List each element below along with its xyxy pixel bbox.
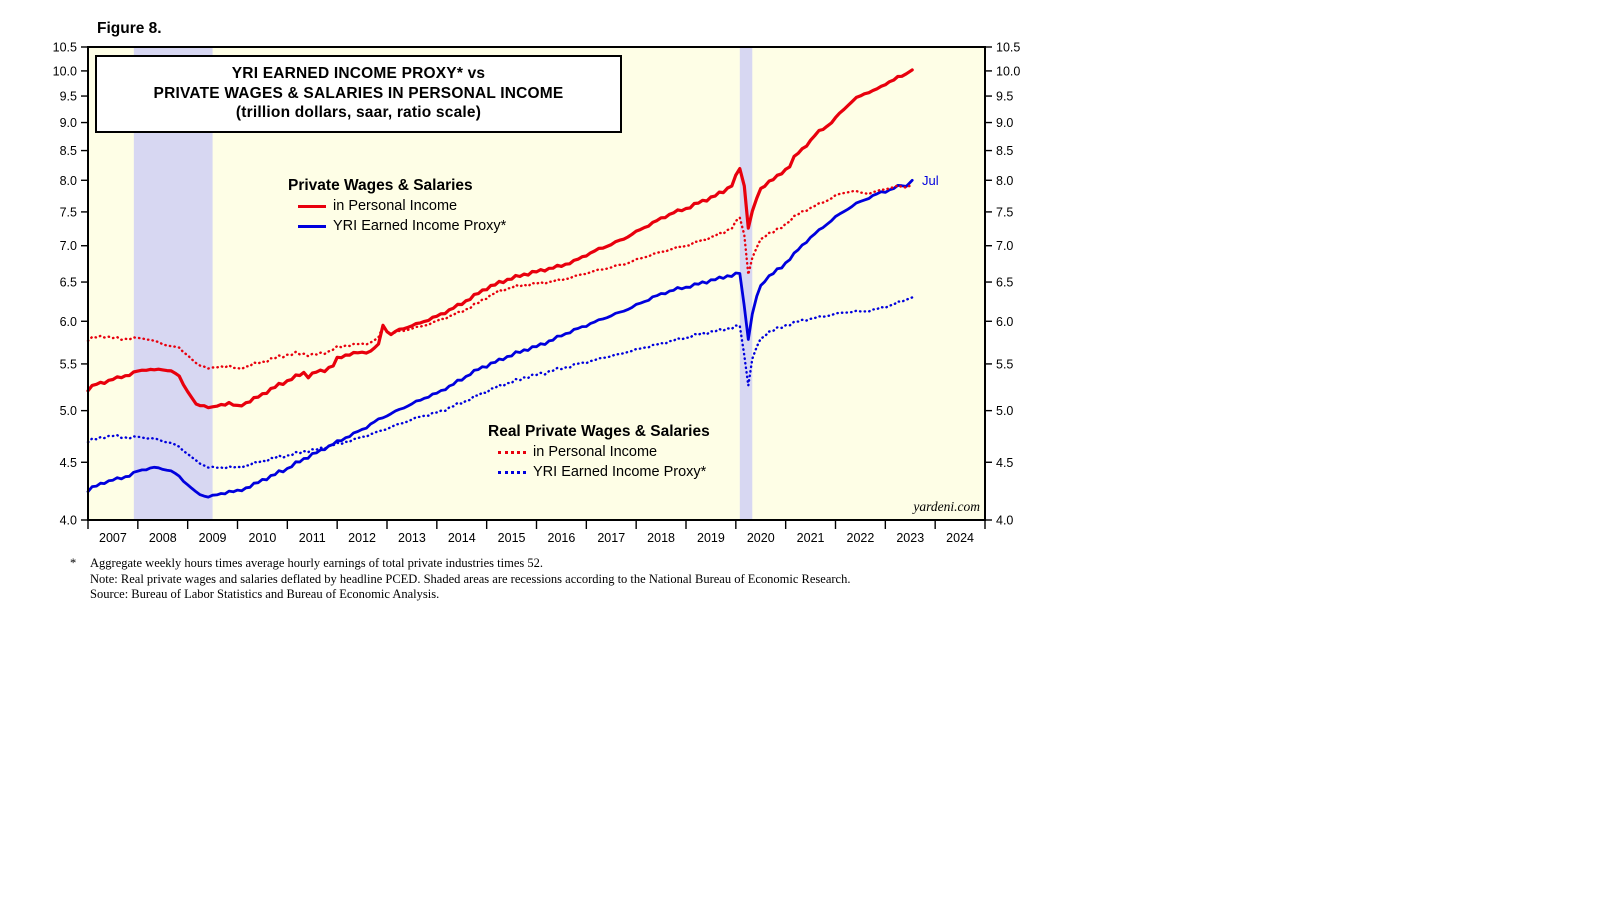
svg-text:10.0: 10.0 (53, 64, 77, 78)
svg-text:6.5: 6.5 (996, 276, 1013, 290)
svg-text:7.0: 7.0 (996, 239, 1013, 253)
svg-text:6.0: 6.0 (996, 315, 1013, 329)
footnote-text: Aggregate weekly hours times average hou… (90, 556, 543, 570)
svg-text:2019: 2019 (697, 531, 725, 545)
svg-text:4.0: 4.0 (60, 514, 77, 528)
legend-nominal: Private Wages & Salaries in Personal Inc… (288, 176, 506, 237)
svg-text:2013: 2013 (398, 531, 426, 545)
red-dotted-line-marker (498, 451, 526, 454)
svg-text:2009: 2009 (199, 531, 227, 545)
svg-text:4.0: 4.0 (996, 514, 1013, 528)
legend-item-label: YRI Earned Income Proxy* (533, 464, 707, 480)
footnote-text: Note: Real private wages and salaries de… (90, 571, 851, 586)
svg-text:2016: 2016 (548, 531, 576, 545)
svg-text:2008: 2008 (149, 531, 177, 545)
svg-text:6.5: 6.5 (60, 276, 77, 290)
legend-item-nominal-personal-income: in Personal Income (298, 197, 506, 216)
svg-text:6.0: 6.0 (60, 315, 77, 329)
svg-text:8.5: 8.5 (996, 144, 1013, 158)
svg-text:2014: 2014 (448, 531, 476, 545)
svg-text:2022: 2022 (847, 531, 875, 545)
footnote-text: Source: Bureau of Labor Statistics and B… (90, 587, 440, 601)
svg-text:8.0: 8.0 (996, 174, 1013, 188)
legend-item-real-personal-income: in Personal Income (498, 443, 710, 462)
footnotes: * Aggregate weekly hours times average h… (70, 556, 850, 603)
watermark: yardeni.com (913, 499, 980, 514)
legend-item-real-yri-proxy: YRI Earned Income Proxy* (498, 463, 710, 482)
footnote-line: Source: Bureau of Labor Statistics and B… (70, 587, 850, 603)
legend-item-label: YRI Earned Income Proxy* (333, 218, 507, 234)
legend-real: Real Private Wages & Salaries in Persona… (488, 422, 710, 483)
svg-text:5.0: 5.0 (60, 404, 77, 418)
svg-text:9.5: 9.5 (996, 90, 1013, 104)
legend-real-heading: Real Private Wages & Salaries (488, 423, 710, 440)
svg-text:2023: 2023 (896, 531, 924, 545)
chart-subtitle: (trillion dollars, saar, ratio scale) (235, 104, 482, 121)
svg-text:7.5: 7.5 (60, 205, 77, 219)
figure-label: Figure 8. (97, 20, 162, 37)
svg-text:2010: 2010 (249, 531, 277, 545)
svg-text:7.5: 7.5 (996, 205, 1013, 219)
svg-text:9.5: 9.5 (60, 90, 77, 104)
svg-text:2024: 2024 (946, 531, 974, 545)
svg-text:9.0: 9.0 (996, 116, 1013, 130)
footnote-line: * Aggregate weekly hours times average h… (70, 556, 850, 572)
svg-text:2007: 2007 (99, 531, 127, 545)
svg-text:5.5: 5.5 (60, 357, 77, 371)
svg-text:10.5: 10.5 (996, 41, 1020, 55)
footnote-asterisk: * (70, 556, 77, 570)
title-box: YRI EARNED INCOME PROXY* vs PRIVATE WAGE… (95, 55, 622, 133)
svg-text:2017: 2017 (597, 531, 625, 545)
series-end-label: Jul (922, 173, 939, 188)
chart-title-line2: PRIVATE WAGES & SALARIES IN PERSONAL INC… (153, 84, 564, 102)
svg-text:2012: 2012 (348, 531, 376, 545)
footnote-line: Note: Real private wages and salaries de… (70, 572, 850, 588)
svg-text:2018: 2018 (647, 531, 675, 545)
svg-text:4.5: 4.5 (60, 456, 77, 470)
svg-text:10.0: 10.0 (996, 64, 1020, 78)
svg-text:5.5: 5.5 (996, 357, 1013, 371)
legend-nominal-heading: Private Wages & Salaries (288, 177, 473, 194)
legend-item-label: in Personal Income (333, 198, 458, 214)
svg-text:8.0: 8.0 (60, 174, 77, 188)
legend-item-nominal-yri-proxy: YRI Earned Income Proxy* (298, 217, 506, 236)
svg-text:10.5: 10.5 (53, 41, 77, 55)
svg-text:5.0: 5.0 (996, 404, 1013, 418)
blue-solid-line-marker (298, 225, 326, 228)
svg-text:4.5: 4.5 (996, 456, 1013, 470)
blue-dotted-line-marker (498, 471, 526, 474)
svg-text:8.5: 8.5 (60, 144, 77, 158)
red-solid-line-marker (298, 205, 326, 208)
svg-text:7.0: 7.0 (60, 239, 77, 253)
chart-title-line1: YRI EARNED INCOME PROXY* vs (231, 65, 486, 82)
svg-text:2015: 2015 (498, 531, 526, 545)
svg-text:2021: 2021 (797, 531, 825, 545)
svg-text:9.0: 9.0 (60, 116, 77, 130)
svg-text:2020: 2020 (747, 531, 775, 545)
legend-item-label: in Personal Income (533, 444, 658, 460)
svg-text:2011: 2011 (299, 531, 326, 545)
